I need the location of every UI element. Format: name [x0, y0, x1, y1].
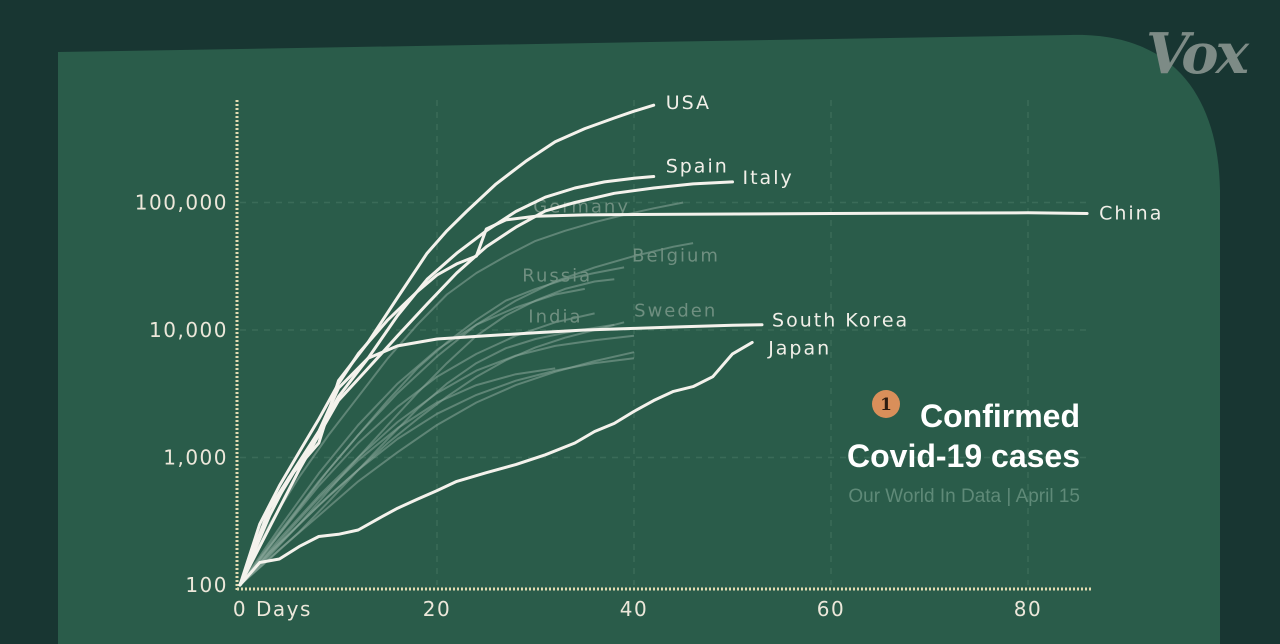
chart-title-line1: Confirmed — [920, 398, 1080, 434]
south-korea-line — [238, 323, 764, 587]
number-badge — [872, 390, 900, 418]
x-tick-labels: 0 20 40 60 80 Days — [233, 597, 1042, 621]
highlight-series-labels: USA Spain Italy China South Korea Japan — [666, 92, 1163, 359]
source-credit: Our World In Data | April 15 — [848, 486, 1080, 507]
background-series — [239, 201, 694, 586]
x-tick-label: 80 — [1014, 597, 1042, 621]
x-tick-label: 40 — [620, 597, 648, 621]
y-tick-label: 100,000 — [135, 191, 228, 215]
germany-label: Germany — [533, 197, 630, 218]
y-tick-label: 1,000 — [163, 446, 228, 470]
south-korea-label: South Korea — [772, 310, 909, 332]
sweden-label: Sweden — [634, 300, 717, 321]
series-15-line — [239, 287, 585, 586]
grid — [240, 100, 1090, 585]
china-line — [238, 211, 1089, 587]
vox-logo: Vox — [1146, 21, 1250, 87]
japan-label: Japan — [767, 337, 831, 359]
title-block: 1 Confirmed Covid-19 cases Our World In … — [847, 390, 1080, 507]
x-tick-label: 20 — [423, 597, 451, 621]
japan-line — [238, 340, 754, 587]
series-17-line — [239, 367, 556, 586]
highlight-series — [238, 103, 1089, 587]
italy-line — [238, 180, 734, 587]
x-tick-label: 0 — [233, 597, 247, 621]
italy-label: Italy — [743, 167, 794, 189]
y-tick-label: 10,000 — [149, 318, 228, 342]
x-tick-label: 60 — [817, 597, 845, 621]
y-tick-labels: 100 1,000 10,000 100,000 — [135, 191, 228, 598]
china-label: China — [1099, 202, 1163, 224]
series-16-line — [239, 242, 694, 586]
belgium-label: Belgium — [632, 245, 720, 266]
series-11-line — [239, 334, 635, 586]
chalkboard-background — [58, 34, 1220, 644]
germany-line — [239, 201, 684, 586]
india-label: India — [528, 307, 582, 328]
russia-label: Russia — [522, 265, 592, 286]
usa-label: USA — [666, 92, 711, 114]
chart-title-line2: Covid-19 cases — [847, 438, 1080, 474]
series-14-line — [239, 351, 635, 586]
series-13-line — [239, 312, 595, 586]
number-badge-text: 1 — [880, 395, 892, 415]
x-axis-unit: Days — [256, 597, 312, 621]
spain-label: Spain — [666, 155, 729, 177]
y-tick-label: 100 — [185, 573, 228, 597]
background-series-labels: Belgium Russia India Sweden Germany — [522, 197, 720, 328]
